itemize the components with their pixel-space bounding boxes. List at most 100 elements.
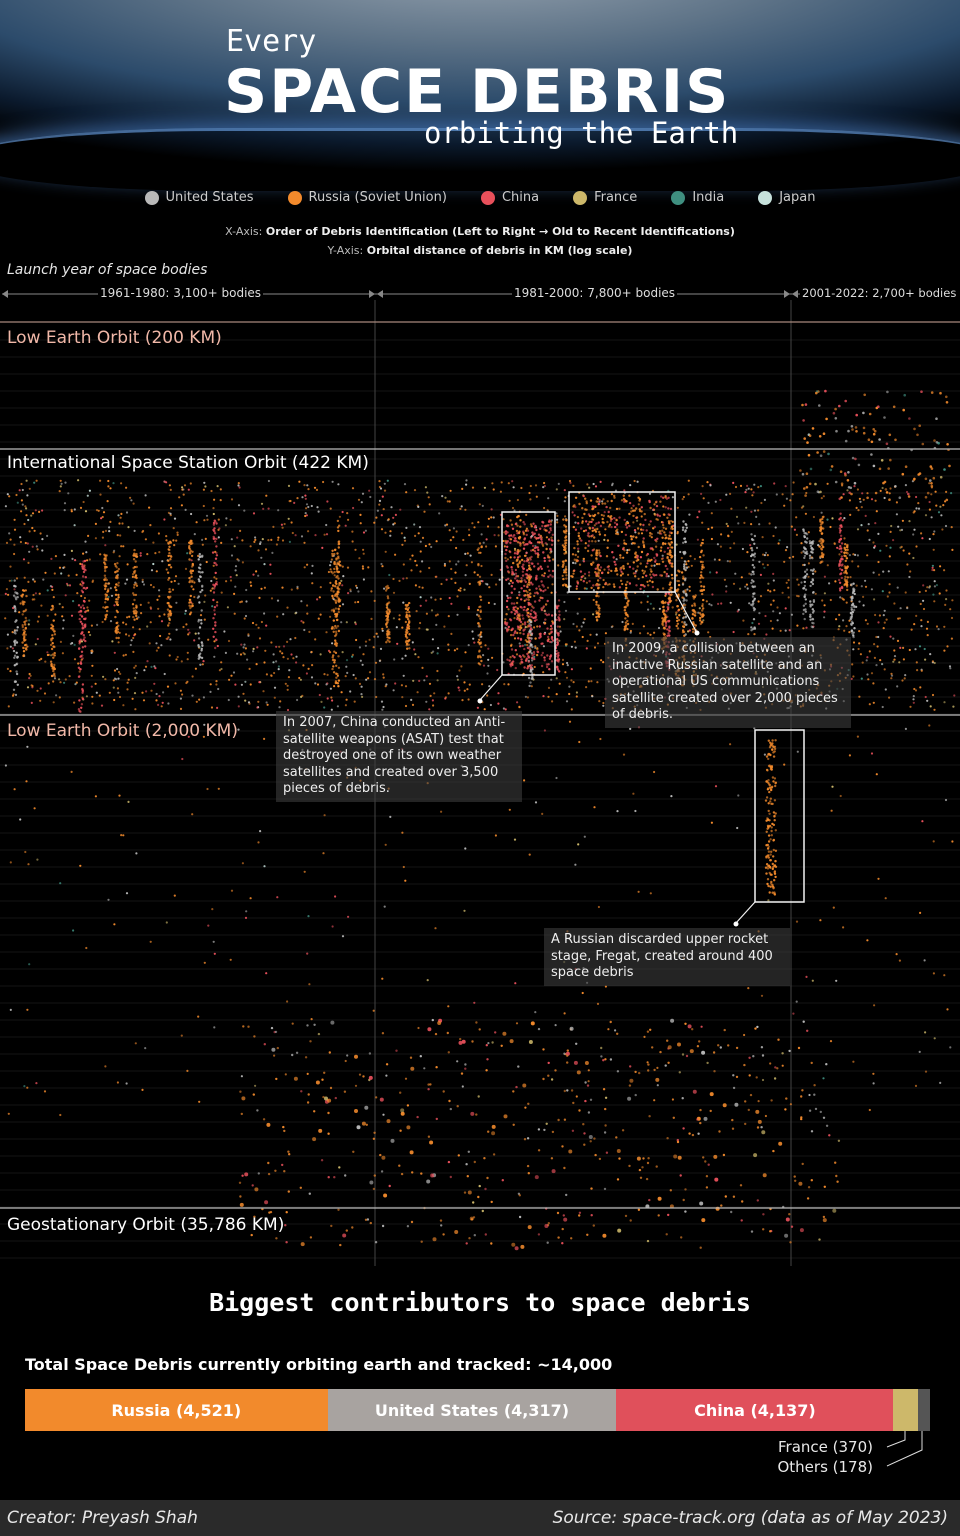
debris-point [384, 685, 387, 688]
debris-point [489, 703, 492, 707]
debris-point [670, 541, 673, 544]
debris-point [81, 687, 84, 691]
debris-point [476, 706, 479, 709]
debris-point [839, 560, 842, 563]
debris-point [211, 551, 215, 554]
debris-point [336, 625, 340, 628]
debris-point [532, 606, 535, 609]
debris-point [212, 583, 215, 586]
debris-point [113, 651, 116, 654]
debris-point [570, 668, 574, 671]
debris-point [368, 489, 371, 492]
debris-point [90, 685, 93, 688]
debris-point [562, 577, 565, 581]
debris-point [516, 498, 520, 502]
debris-point [94, 537, 97, 540]
debris-point [592, 514, 596, 518]
debris-point [555, 677, 558, 680]
debris-point [536, 592, 539, 595]
debris-point [564, 671, 567, 674]
debris-point [617, 544, 620, 547]
debris-point [926, 586, 929, 589]
debris-point [753, 542, 756, 545]
debris-point [853, 592, 856, 596]
debris-point [58, 696, 61, 699]
debris-point [133, 618, 136, 621]
debris-point [197, 645, 200, 648]
debris-point [587, 544, 590, 547]
debris-point [329, 564, 332, 567]
debris-point [212, 535, 215, 539]
debris-point [267, 479, 270, 483]
debris-point [573, 546, 576, 550]
debris-point [382, 673, 385, 676]
debris-point [386, 620, 389, 624]
debris-point [930, 493, 933, 496]
debris-point [837, 628, 840, 631]
debris-point [563, 571, 566, 574]
debris-point [61, 606, 64, 609]
debris-point [518, 593, 521, 597]
debris-point [668, 531, 672, 534]
debris-point [188, 547, 192, 551]
debris-point [628, 512, 631, 516]
debris-point [486, 525, 490, 528]
debris-point [497, 702, 500, 705]
debris-point [230, 498, 234, 501]
debris-point [478, 638, 481, 641]
debris-point [600, 659, 603, 662]
debris-point [623, 606, 626, 609]
debris-point [634, 575, 637, 578]
debris-point [701, 485, 704, 488]
debris-point [535, 574, 538, 578]
debris-point [826, 518, 829, 521]
debris-point [613, 521, 617, 524]
debris-point [448, 529, 451, 532]
debris-point [344, 675, 347, 678]
debris-point [249, 581, 252, 584]
debris-point [530, 666, 533, 670]
debris-point [807, 575, 810, 578]
debris-point [382, 705, 385, 709]
debris-point [261, 538, 264, 541]
legend-swatch [144, 190, 159, 205]
debris-point [602, 578, 605, 582]
debris-point [367, 566, 370, 569]
debris-point [527, 660, 530, 663]
debris-point [503, 545, 506, 548]
debris-point [481, 683, 484, 686]
debris-point [95, 691, 98, 694]
debris-point [595, 594, 598, 598]
debris-point [895, 501, 899, 504]
debris-point [466, 688, 469, 691]
debris-point [410, 569, 413, 572]
debris-point [80, 632, 84, 635]
debris-point [299, 678, 302, 681]
debris-point [337, 666, 341, 669]
debris-point [264, 649, 267, 652]
debris-point [460, 665, 463, 668]
debris-point [915, 507, 918, 510]
debris-point [595, 551, 598, 555]
debris-point [337, 555, 340, 558]
debris-point [653, 564, 656, 567]
debris-point [408, 639, 411, 642]
debris-point [872, 682, 875, 685]
debris-point [23, 639, 26, 642]
debris-point [9, 645, 12, 648]
debris-point [497, 534, 500, 537]
debris-point [294, 612, 297, 615]
debris-point [512, 608, 515, 611]
debris-point [557, 660, 560, 663]
debris-point [862, 595, 865, 598]
debris-point [211, 605, 214, 608]
debris-point [518, 591, 521, 594]
debris-point [249, 545, 252, 548]
debris-point [380, 700, 384, 703]
debris-point [206, 518, 209, 521]
debris-point [538, 541, 541, 544]
debris-point [401, 543, 404, 546]
debris-point [628, 548, 631, 552]
debris-point [118, 555, 121, 558]
debris-point [227, 698, 230, 702]
